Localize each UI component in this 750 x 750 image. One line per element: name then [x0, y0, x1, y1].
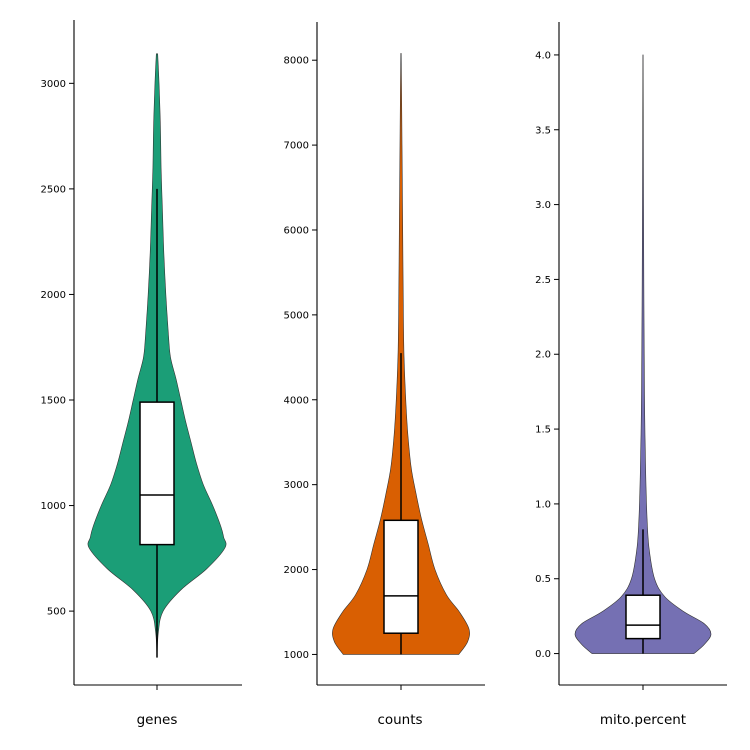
y-tick-label: 1000 [284, 650, 309, 661]
y-tick-label: 3000 [284, 480, 309, 491]
y-tick-label: 5000 [284, 310, 309, 321]
y-tick-label: 0.5 [535, 574, 551, 585]
box-iqr [383, 519, 419, 634]
box-iqr [139, 401, 175, 546]
y-tick-label: 3000 [41, 79, 66, 90]
x-category-label: counts [377, 712, 422, 728]
y-tick-label: 1500 [41, 396, 66, 407]
y-tick-label: 3.5 [535, 125, 551, 136]
y-tick-label: 0.0 [535, 649, 551, 660]
y-tick-label: 1.0 [535, 499, 551, 510]
y-tick-label: 2000 [284, 565, 309, 576]
box-iqr [625, 594, 661, 640]
y-tick-label: 2500 [41, 184, 66, 195]
y-tick-label: 3.0 [535, 200, 551, 211]
x-category-label: mito.percent [600, 712, 686, 728]
y-tick-label: 500 [47, 607, 66, 618]
y-tick-label: 2000 [41, 290, 66, 301]
x-category-label: genes [137, 712, 178, 728]
y-tick-label: 8000 [284, 56, 309, 67]
y-tick-label: 4000 [284, 395, 309, 406]
violin-body [574, 54, 712, 654]
y-tick-label: 1000 [41, 501, 66, 512]
y-tick-label: 7000 [284, 141, 309, 152]
y-tick-label: 4.0 [535, 50, 551, 61]
y-tick-label: 1.5 [535, 425, 551, 436]
y-tick-label: 2.5 [535, 275, 551, 286]
y-tick-label: 6000 [284, 225, 309, 236]
y-tick-label: 2.0 [535, 350, 551, 361]
